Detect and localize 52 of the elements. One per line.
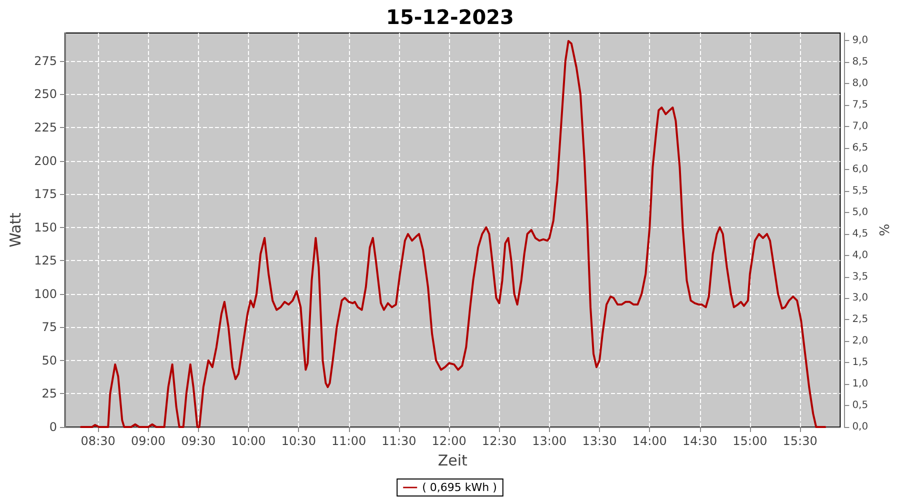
y2-tick-label: 8,0 <box>852 78 868 90</box>
y2-tick-label: 2,0 <box>852 336 868 347</box>
y2-tick-label: 1,5 <box>852 357 868 368</box>
y-tick-label: 175 <box>34 187 57 202</box>
y2-tick-label: 7,5 <box>852 100 868 111</box>
y2-tick-label: 0,5 <box>852 400 868 412</box>
x-tick-label: 11:00 <box>332 434 366 448</box>
y2-tick-label: 0,0 <box>852 422 868 432</box>
line-series <box>80 40 826 428</box>
x-tick-label: 10:30 <box>281 434 316 448</box>
y-tick-label: 50 <box>42 353 57 368</box>
y2-tick-label: 4,5 <box>852 228 868 240</box>
y2-tick-label: 6,0 <box>852 164 868 175</box>
y2-tick-label: 6,5 <box>852 142 868 154</box>
y2-tick-label: 5,0 <box>852 206 868 218</box>
x-tick-label: 12:30 <box>482 434 517 448</box>
x-tick-label: 14:30 <box>682 434 718 448</box>
y2-tick-label: 9,0 <box>852 35 868 46</box>
y-tick-label: 275 <box>34 54 57 68</box>
y2-tick-label: 1,0 <box>852 378 868 390</box>
y-tick-label: 0 <box>49 420 57 434</box>
x-tick-label: 11:30 <box>382 434 416 448</box>
x-tick-label: 12:00 <box>432 434 466 448</box>
y2-axis-title: % <box>878 224 893 236</box>
y2-tick-label: 4,0 <box>852 250 868 261</box>
y-tick-label: 200 <box>34 154 57 168</box>
y-tick-label: 125 <box>34 254 57 268</box>
y-tick-label: 250 <box>34 87 57 102</box>
x-axis-title: Zeit <box>438 452 468 470</box>
x-tick-label: 15:30 <box>782 434 818 448</box>
y2-tick-label: 2,5 <box>852 314 868 326</box>
y-axis-title: Watt <box>6 212 25 248</box>
x-tick-label: 14:00 <box>632 434 667 448</box>
y-tick-label: 75 <box>42 320 57 334</box>
x-tick-label: 15:00 <box>732 434 768 448</box>
chart-title: 15-12-2023 <box>386 5 514 29</box>
x-tick-label: 13:00 <box>532 434 567 448</box>
y2-tick-label: 3,5 <box>852 271 868 282</box>
y-tick-label: 225 <box>34 120 57 135</box>
y2-tick-label: 8,5 <box>852 56 868 68</box>
y2-tick-label: 7,0 <box>852 121 868 132</box>
legend-label: ( 0,695 kWh ) <box>422 481 497 494</box>
x-tick-label: 13:30 <box>582 434 617 448</box>
y-tick-label: 100 <box>34 286 57 301</box>
y-tick-label: 25 <box>42 386 57 401</box>
x-tick-label: 08:30 <box>80 434 116 448</box>
y2-tick-label: 3,0 <box>852 292 868 304</box>
x-tick-label: 09:30 <box>181 434 216 448</box>
x-tick-label: 10:00 <box>231 434 266 448</box>
y2-tick-label: 5,5 <box>852 185 868 196</box>
x-tick-label: 09:00 <box>130 434 166 448</box>
y-tick-label: 150 <box>34 220 57 234</box>
